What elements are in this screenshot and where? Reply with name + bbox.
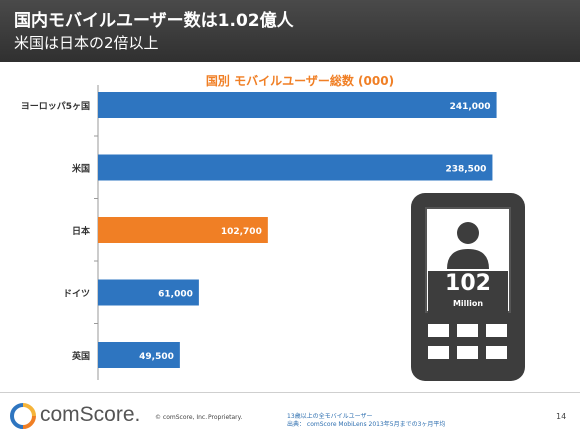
phone-key: [428, 346, 449, 359]
comscore-logo-icon: [10, 403, 36, 429]
data-label: 61,000: [158, 290, 193, 300]
phone-number: 102: [445, 271, 491, 296]
bar: [98, 154, 493, 181]
chart-title: 国別 モバイルユーザー総数 (000): [205, 74, 395, 88]
title-bar: 国内モバイルユーザー数は1.02億人 米国は日本の2倍以上: [0, 0, 580, 62]
phone-key: [486, 324, 507, 337]
phone-unit: Million: [452, 299, 484, 308]
category-label: 日本: [72, 225, 91, 237]
footnote-source: 出典： comScore MobiLens 2013年5月までの3ヶ月平均: [287, 421, 446, 428]
data-label: 241,000: [450, 102, 491, 112]
person-silhouette-icon: [447, 222, 489, 269]
phone-key: [457, 324, 478, 337]
category-label: ヨーロッパ5ヶ国: [21, 100, 90, 112]
logo-text: comScore.: [40, 403, 141, 426]
bar: [98, 342, 180, 368]
footer: [0, 392, 580, 436]
page-number: 14: [556, 412, 567, 421]
slide-subtitle: 米国は日本の2倍以上: [14, 34, 159, 52]
category-label: 英国: [71, 350, 90, 362]
bar: [98, 92, 497, 118]
phone-screen: [425, 207, 511, 313]
phone-number-box: [428, 271, 508, 315]
copyright: © comScore, Inc.: [155, 414, 208, 421]
category-label: ドイツ: [63, 289, 90, 300]
phone-key: [486, 346, 507, 359]
bar-chart: ヨーロッパ5ヶ国 241,000 米国 238,500 日本 102,700 ドイツ 61,0…: [21, 85, 497, 380]
category-label: 米国: [71, 163, 90, 175]
phone-illustration: 102 Million: [411, 193, 525, 381]
bar: [98, 279, 199, 306]
footnote-users: 13歳以上の全モバイルユーザー: [287, 413, 373, 420]
phone-key: [428, 324, 449, 337]
phone-key: [457, 346, 478, 359]
proprietary-label: Proprietary.: [208, 414, 243, 421]
data-label: 238,500: [445, 165, 486, 175]
bar: [98, 217, 268, 243]
slide-title: 国内モバイルユーザー数は1.02億人: [14, 11, 294, 31]
data-label: 102,700: [221, 227, 262, 237]
data-label: 49,500: [139, 352, 174, 362]
